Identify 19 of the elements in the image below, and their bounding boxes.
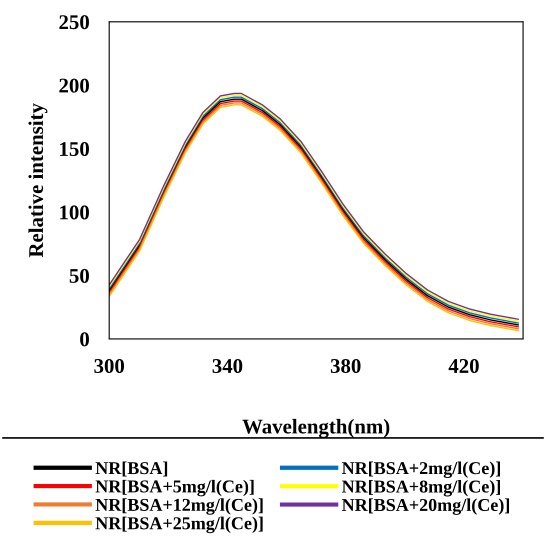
y-tick-label: 0 bbox=[80, 332, 89, 346]
legend-label: NR[BSA+20mg/l(Ce)] bbox=[342, 498, 510, 515]
y-tick-label: 250 bbox=[59, 15, 89, 30]
y-tick-label: 100 bbox=[60, 205, 89, 220]
x-tick-label: 300 bbox=[94, 358, 124, 374]
legend-label: NR[BSA] bbox=[96, 462, 168, 476]
y-tick-label: 150 bbox=[60, 142, 89, 156]
x-tick-label: 420 bbox=[448, 358, 479, 374]
x-axis-title: Wavelength(nm) bbox=[242, 418, 390, 438]
legend-label: NR[BSA+5mg/l(Ce)] bbox=[96, 480, 254, 496]
legend-label: NR[BSA+2mg/l(Ce)] bbox=[342, 462, 500, 478]
y-tick-label: 200 bbox=[59, 78, 89, 93]
legend-label: NR[BSA+8mg/l(Ce)] bbox=[342, 480, 500, 496]
y-axis-title: Relative intensity bbox=[28, 103, 48, 258]
x-tick-label: 380 bbox=[330, 358, 361, 374]
legend-label: NR[BSA+25mg/l(Ce)] bbox=[96, 516, 263, 534]
x-tick-label: 340 bbox=[212, 358, 242, 374]
legend-label: NR[BSA+12mg/l(Ce)] bbox=[96, 498, 263, 515]
y-tick-label: 50 bbox=[70, 268, 89, 283]
